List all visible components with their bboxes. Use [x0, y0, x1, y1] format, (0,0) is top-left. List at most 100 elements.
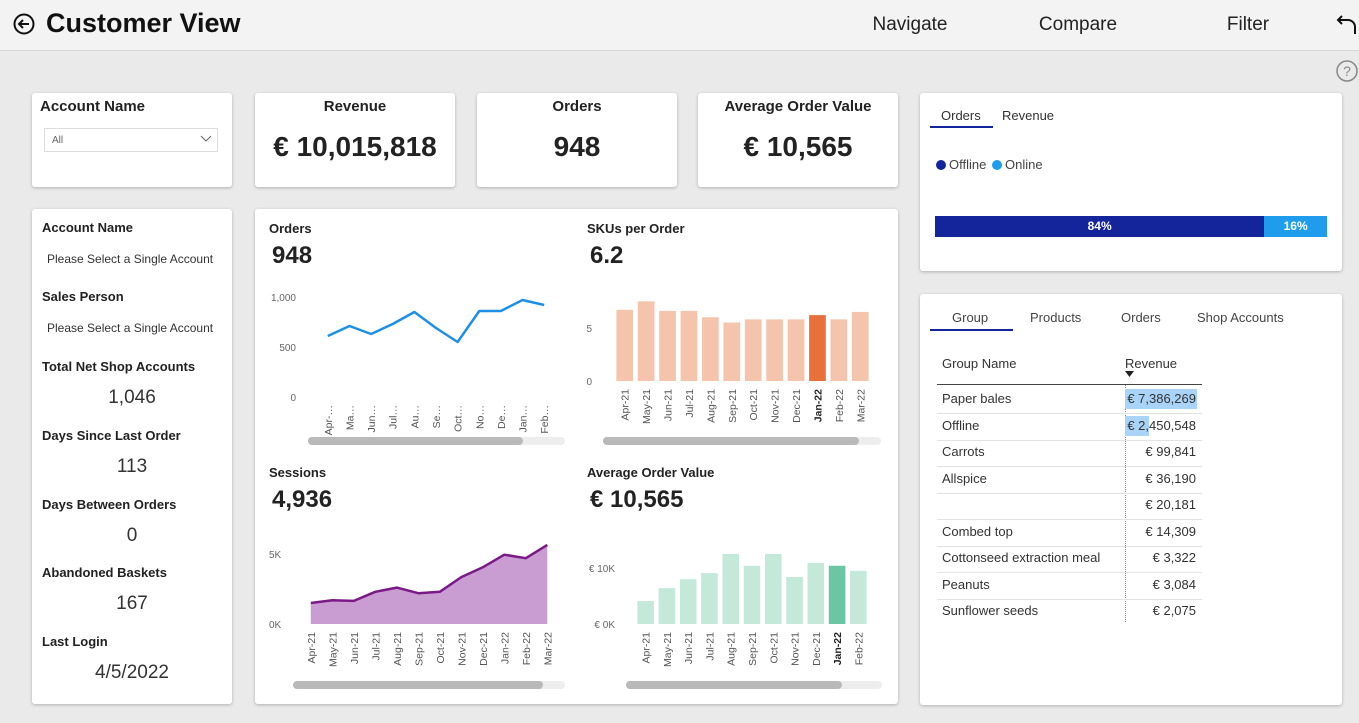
bar	[830, 319, 848, 381]
x-tick-label: Sep-21	[727, 389, 739, 423]
legend-label: Offline	[949, 157, 987, 172]
x-tick-label: Jan-22	[812, 389, 824, 422]
cell: € 3,084	[1152, 576, 1196, 592]
detail-label: Last Login	[42, 634, 108, 649]
bar	[723, 322, 741, 381]
x-tick-label: Dec-21	[791, 389, 803, 423]
tab[interactable]: Orders	[941, 108, 981, 123]
bar	[851, 311, 869, 381]
data-bar	[1125, 389, 1197, 409]
y-tick-label: € 0K	[594, 620, 615, 631]
x-tick-label: Apr-21	[620, 389, 632, 421]
line	[327, 298, 545, 344]
bar-segment	[1264, 216, 1327, 237]
scrollbar-thumb	[626, 681, 842, 689]
x-tick-label: Jan-22	[832, 632, 844, 665]
x-tick-label: Jun…	[366, 405, 378, 432]
kpi-label: Orders	[552, 98, 602, 115]
x-tick-label: Jul-21	[370, 632, 382, 661]
bar	[787, 319, 805, 381]
tab[interactable]: Products	[1030, 310, 1082, 325]
table-header-line	[937, 384, 1202, 385]
bar	[702, 317, 719, 381]
x-tick-label: Jan-22	[499, 632, 511, 664]
row-divider	[937, 413, 1202, 414]
x-tick-label: De…	[496, 405, 508, 429]
x-tick-label: Sep-21	[413, 632, 425, 666]
x-tick-label: Jan…	[518, 405, 530, 432]
kpi-card	[698, 93, 898, 187]
dropdown-chevron	[200, 135, 212, 142]
tab[interactable]: Shop Accounts	[1197, 310, 1284, 325]
help-icon[interactable]: ?	[1336, 60, 1358, 82]
dropdown[interactable]	[44, 128, 218, 152]
cell: Cottonseed extraction meal	[942, 550, 1101, 565]
nav-button[interactable]: Compare	[1038, 14, 1118, 35]
chart-title: Average Order Value	[587, 465, 714, 480]
x-tick-label: Jul-21	[704, 632, 716, 661]
x-tick-label: Jun-21	[349, 632, 361, 664]
detail-value: Please Select a Single Account	[47, 252, 214, 266]
detail-label: Days Since Last Order	[42, 428, 181, 443]
row-divider	[937, 572, 1202, 573]
tab[interactable]: Revenue	[1002, 108, 1055, 123]
bar	[637, 301, 655, 381]
kpi-label: Revenue	[323, 98, 387, 115]
x-tick-label: Apr-21	[641, 632, 653, 664]
charts: Orders 948 0 500 1,000 Apr-… Ma… Jun… Jul… Au… Se……	[269, 221, 882, 689]
tab[interactable]: Group	[952, 310, 989, 325]
bar	[680, 310, 698, 381]
channel-card	[920, 93, 1342, 271]
bar	[637, 601, 654, 624]
x-tick-label: Nov-21	[456, 632, 468, 666]
x-tick-label: Sep-21	[747, 632, 759, 666]
x-tick-label: No…	[474, 405, 486, 429]
kpi-value: € 10,565	[743, 131, 853, 162]
cell: Paper bales	[942, 391, 1012, 406]
y-tick-label: 0K	[269, 620, 282, 631]
bar	[764, 554, 782, 624]
bar	[743, 565, 761, 624]
chart-kpi: 948	[272, 242, 312, 269]
cell: € 7,386,269	[1127, 391, 1196, 406]
cell: € 3,322	[1152, 550, 1196, 565]
table-card	[920, 294, 1342, 705]
cell: Carrots	[942, 444, 985, 459]
nav-button[interactable]: Filter	[1226, 14, 1270, 35]
x-tick-label: May-21	[641, 389, 653, 424]
bar	[701, 573, 718, 624]
page-title: Customer View	[46, 8, 241, 38]
x-tick-label: Oct-21	[768, 632, 780, 664]
cell: € 36,190	[1145, 470, 1196, 486]
svg-text:?: ?	[1343, 63, 1351, 79]
x-tick-label: May-21	[662, 632, 674, 667]
x-tick-label: Jul-21	[684, 389, 696, 418]
bar	[850, 570, 867, 624]
undo-button[interactable]	[1336, 12, 1358, 36]
kpi-card	[477, 93, 677, 187]
legend-dot	[936, 160, 946, 170]
chart-kpi: 6.2	[590, 242, 623, 269]
detail-value: 113	[116, 456, 148, 477]
detail-value: 0	[126, 525, 138, 546]
x-tick-label: Apr-21	[306, 632, 318, 664]
line	[310, 543, 548, 605]
cell: € 20,181	[1145, 497, 1196, 512]
detail-value: 167	[116, 593, 148, 614]
bar-label: 16%	[1283, 219, 1308, 233]
legend-dot	[992, 160, 1002, 170]
nav-button[interactable]: Navigate	[872, 14, 948, 35]
scrollbar-thumb	[603, 437, 859, 445]
back-button[interactable]	[12, 12, 36, 36]
x-tick-label: Apr-…	[323, 405, 335, 435]
row-divider	[937, 598, 1202, 600]
x-tick-label: Mar-22	[542, 632, 554, 665]
cell: € 14,309	[1145, 523, 1196, 539]
y-tick-label: € 10K	[589, 564, 615, 575]
cell: Sunflower seeds	[942, 603, 1039, 618]
cell: € 99,841	[1145, 444, 1196, 459]
tab[interactable]: Orders	[1121, 310, 1161, 325]
bar	[809, 315, 826, 381]
bar	[722, 554, 740, 624]
